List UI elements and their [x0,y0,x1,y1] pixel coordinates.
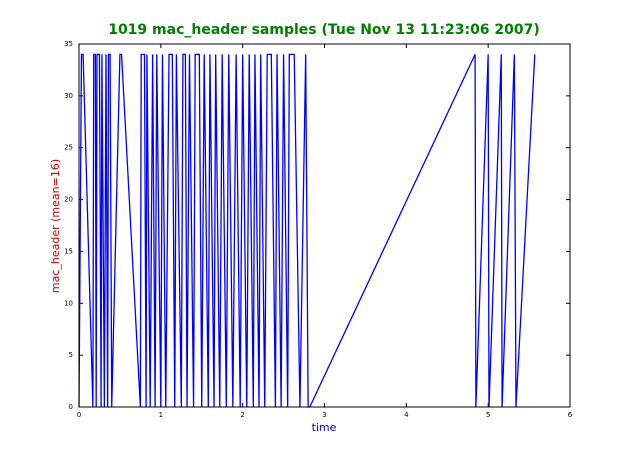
y-tick-label: 10 [64,299,73,307]
y-tick-label: 30 [64,92,73,100]
plot-frame [78,43,571,408]
y-tick-label: 25 [64,144,73,152]
y-axis-label: mac_header (mean=16) [49,159,62,293]
x-tick-label: 4 [404,411,409,419]
chart-title: 1019 mac_header samples (Tue Nov 13 11:2… [108,22,540,38]
y-tick-label: 5 [69,351,73,359]
x-axis-label: time [312,421,337,434]
x-tick-label: 1 [159,411,163,419]
y-tick-label: 20 [64,196,73,204]
x-tick-label: 0 [77,411,81,419]
data-line [78,53,536,408]
x-tick-label: 6 [568,411,573,419]
x-tick-label: 3 [322,411,326,419]
x-tick-label: 5 [486,411,490,419]
x-tick-label: 2 [240,411,244,419]
y-tick-label: 15 [64,247,73,255]
y-tick-label: 0 [69,403,73,411]
y-tick-label: 35 [64,40,73,48]
